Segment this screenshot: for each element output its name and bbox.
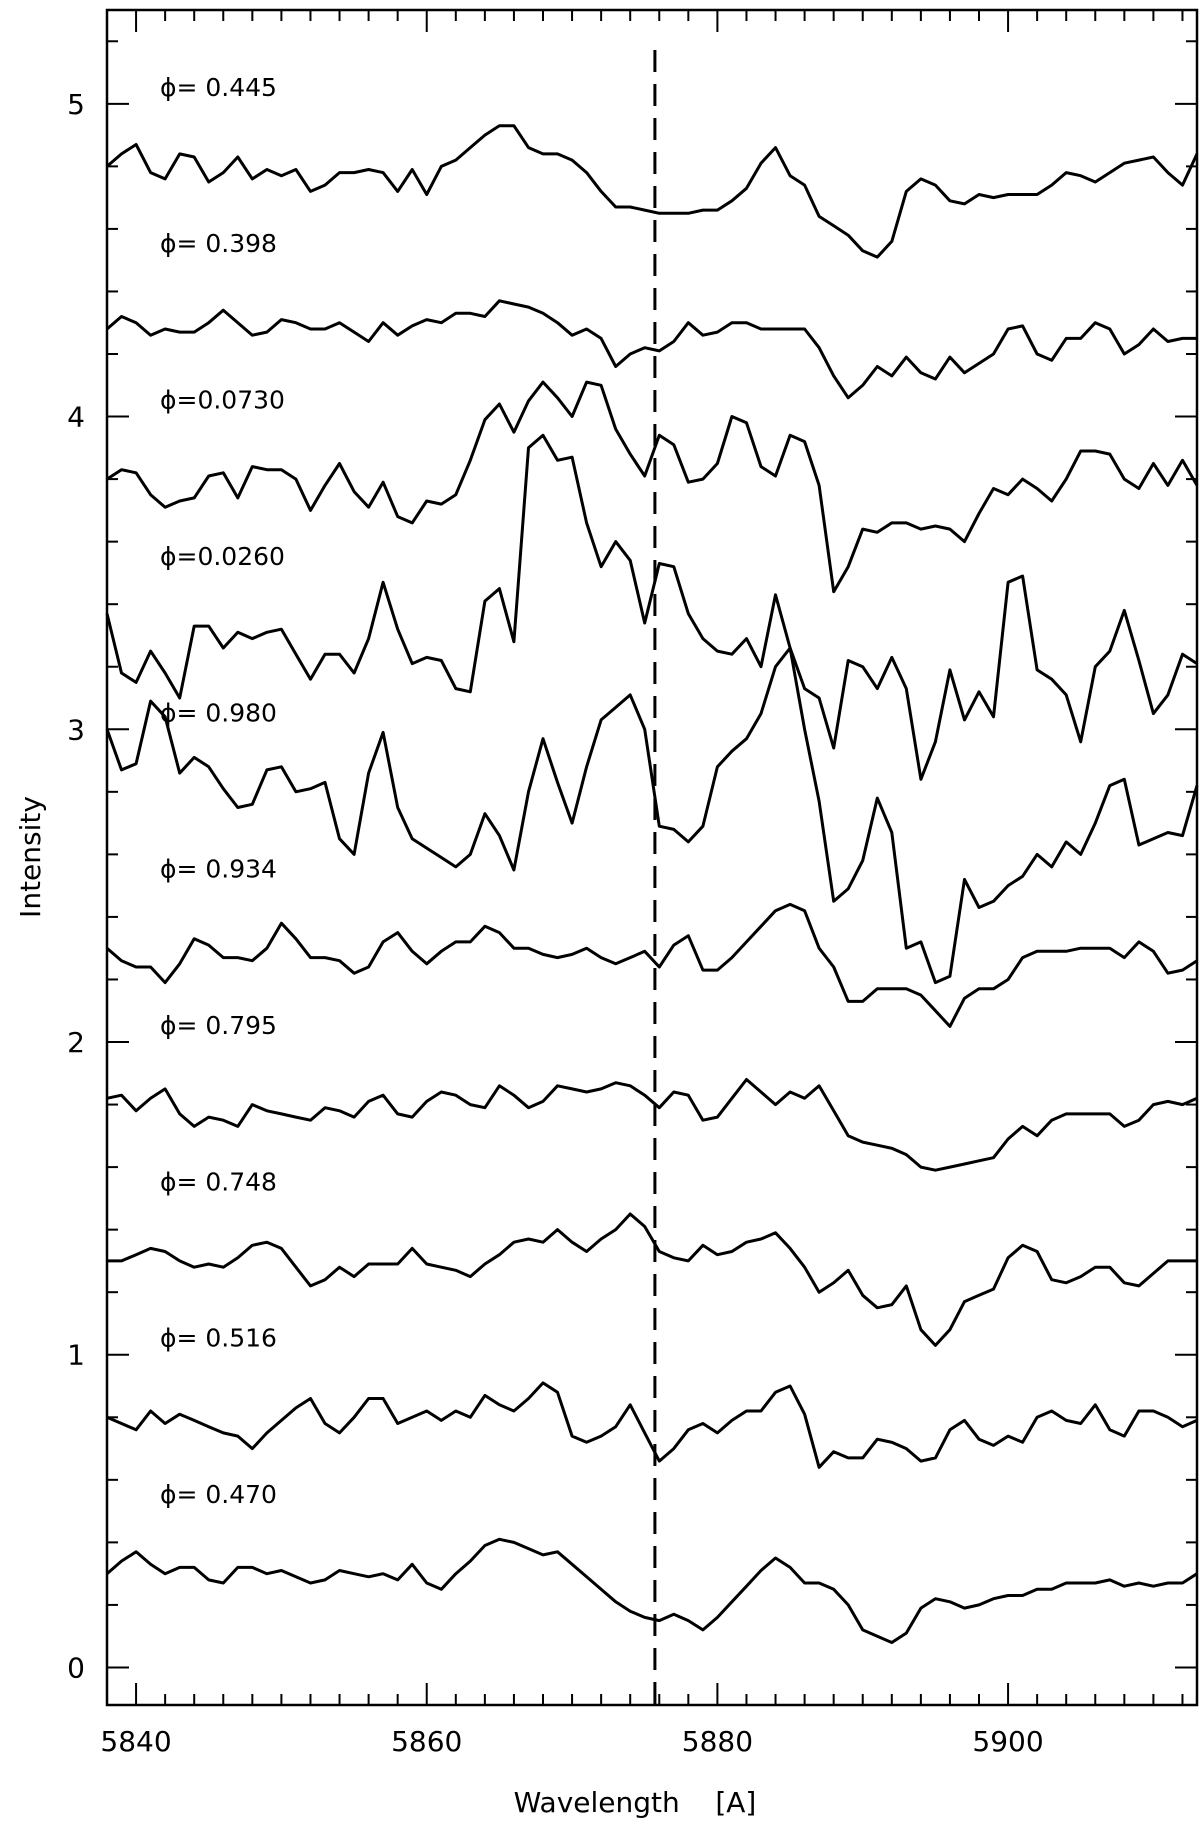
phase-label-6: ϕ= 0.795 (160, 1011, 277, 1040)
y-axis-title: Intensity (14, 796, 47, 918)
y-tick-label: 0 (67, 1651, 85, 1684)
phase-label-3: ϕ=0.0260 (160, 542, 285, 571)
y-tick-label: 1 (67, 1339, 85, 1372)
x-tick-label: 5880 (682, 1725, 753, 1758)
x-tick-label: 5840 (100, 1725, 171, 1758)
spectrum-line-8 (106, 1381, 1198, 1469)
spectrum-line-4 (105, 646, 1199, 985)
spectrum-line-0 (106, 124, 1199, 259)
spectrum-line-1 (106, 299, 1197, 400)
spectrum-line-5 (106, 902, 1198, 1028)
phase-label-0: ϕ= 0.445 (160, 73, 277, 102)
phase-label-5: ϕ= 0.934 (160, 855, 277, 884)
y-tick-label: 2 (67, 1026, 85, 1059)
spectrum-line-7 (107, 1212, 1197, 1347)
y-tick-label: 5 (67, 88, 85, 121)
phase-label-8: ϕ= 0.516 (160, 1324, 277, 1353)
y-tick-label: 4 (67, 401, 85, 434)
y-tick-label: 3 (67, 713, 85, 746)
spectrum-line-3 (105, 433, 1198, 781)
phase-label-9: ϕ= 0.470 (160, 1480, 277, 1509)
x-tick-label: 5900 (972, 1725, 1043, 1758)
spectrum-line-6 (106, 1078, 1198, 1172)
phase-label-2: ϕ=0.0730 (160, 386, 285, 415)
axis-ticks (106, 10, 1197, 1705)
phase-labels: ϕ= 0.445 ϕ= 0.398 ϕ=0.0730 ϕ=0.0260 ϕ= 0.980… (160, 73, 285, 1509)
spectrum-line-2 (106, 380, 1199, 594)
spectra-series (105, 124, 1199, 1644)
x-tick-label: 5860 (391, 1725, 462, 1758)
phase-label-1: ϕ= 0.398 (160, 229, 277, 258)
phase-label-7: ϕ= 0.748 (160, 1167, 277, 1196)
plot-frame (105, 8, 1199, 1707)
x-axis-title: Wavelength [A] (514, 1786, 757, 1819)
axis-tick-labels: 5840 5860 5880 5900 0 1 2 3 4 5 (67, 88, 1044, 1758)
phase-label-4: ϕ= 0.980 (160, 698, 277, 727)
spectrum-line-9 (106, 1537, 1198, 1644)
